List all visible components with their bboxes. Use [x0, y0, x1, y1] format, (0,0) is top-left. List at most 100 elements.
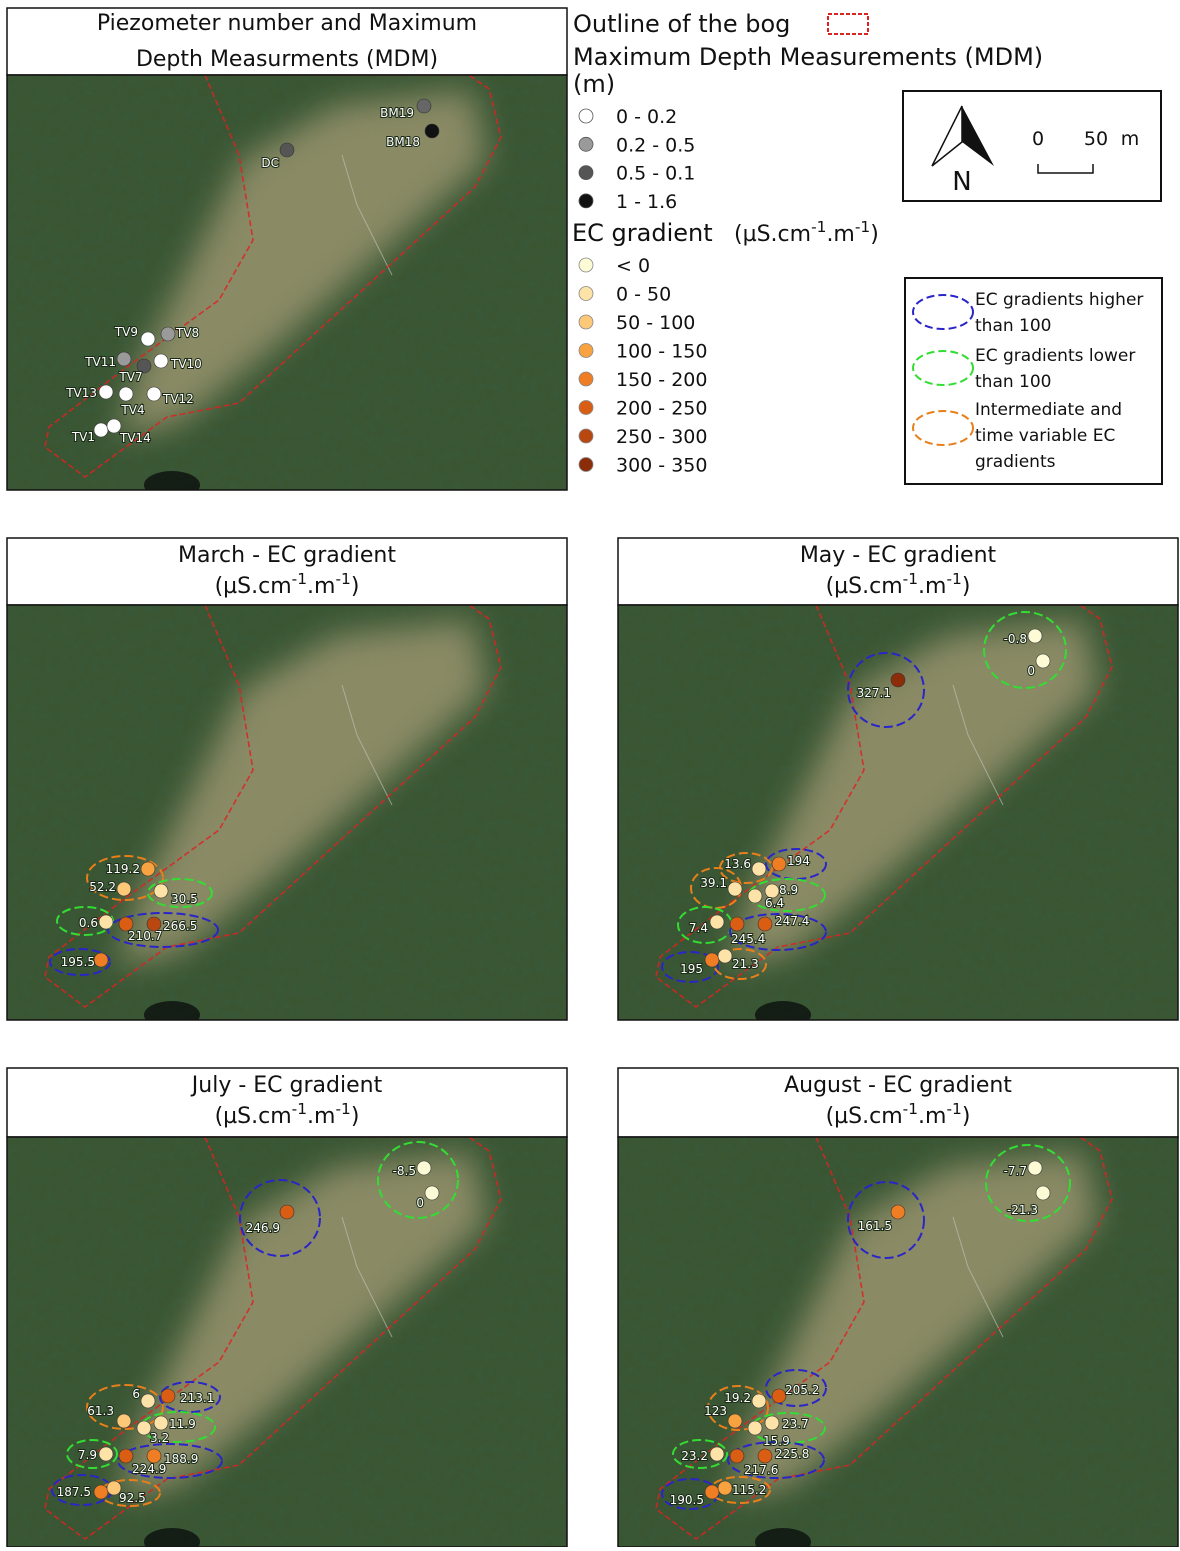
ec-point — [98, 914, 114, 930]
point-label: 224.9 — [132, 1462, 166, 1476]
scale-label: 0 — [1032, 128, 1044, 150]
point-label: 23.7 — [782, 1417, 809, 1431]
superscript: -1 — [292, 570, 307, 588]
gradient-group-ellipse — [748, 878, 826, 912]
ellipse-legend-label: Intermediate and — [975, 400, 1122, 420]
track — [341, 684, 393, 806]
legend-mdm-symbol — [578, 136, 594, 152]
ec-point — [153, 883, 169, 899]
title-frame — [6, 7, 568, 76]
bog-outline — [655, 605, 1113, 1008]
ec-point — [118, 916, 134, 932]
legend-ec-symbol — [578, 257, 594, 273]
ec-point — [729, 1448, 745, 1464]
point-label: 205.2 — [785, 1383, 819, 1397]
legend-mdm-label: 1 - 1.6 — [616, 191, 677, 213]
point-label: 19.2 — [724, 1391, 751, 1405]
ec-point — [764, 883, 780, 899]
text-part: .m — [826, 222, 854, 247]
piezometer — [98, 384, 114, 400]
gradient-group-ellipse — [847, 1181, 925, 1259]
gradient-group-ellipse — [107, 912, 219, 948]
superscript: -1 — [903, 570, 918, 588]
bog-outline — [44, 75, 502, 478]
legend-ec-label: 250 - 300 — [616, 426, 707, 448]
panel-title: August - EC gradient — [784, 1073, 1012, 1098]
ec-point — [153, 1415, 169, 1431]
point-label: TV11 — [84, 355, 116, 369]
point-label: 245.4 — [731, 932, 765, 946]
point-label: TV12 — [162, 392, 194, 406]
point-label: 123 — [704, 1404, 727, 1418]
point-label: 188.9 — [164, 1452, 198, 1466]
point-label: 6 — [132, 1387, 140, 1401]
piezometer — [140, 331, 156, 347]
legend-mdm-title: (m) — [573, 70, 615, 98]
gradient-group-ellipse — [159, 1381, 221, 1413]
panel-unit: (µS.cm-1.m-1) — [215, 570, 360, 599]
ec-point — [757, 1448, 773, 1464]
point-label: DC — [261, 156, 279, 170]
gradient-group-ellipse — [847, 652, 925, 728]
ec-point — [717, 1480, 733, 1496]
piezometer — [146, 386, 162, 402]
text-part: ) — [870, 222, 879, 247]
gradient-group-ellipse — [117, 1443, 223, 1479]
gradient-group-ellipse — [86, 1384, 164, 1430]
piezometer — [279, 142, 295, 158]
map-frame — [6, 604, 568, 1021]
scale-label: m — [1121, 128, 1140, 150]
ellipse-legend-symbol — [912, 350, 974, 386]
point-label: 225.8 — [775, 1447, 809, 1461]
map-panel: -0.8 0 327.1 13.6 194 39.1 8.96.4 7.4 245.4 247.4… — [618, 605, 1178, 1020]
north-arrow-box: N 0 50 m — [902, 90, 1162, 202]
point-label: 217.6 — [744, 1463, 778, 1477]
point-label: 115.2 — [732, 1483, 766, 1497]
ellipse-legend-label: than 100 — [975, 372, 1051, 392]
ec-point — [116, 1413, 132, 1429]
piezometer — [116, 351, 132, 367]
point-label: -0.8 — [1004, 632, 1027, 646]
legend-ec-symbol — [578, 314, 594, 330]
bog-surface — [728, 620, 1098, 965]
ec-point — [727, 881, 743, 897]
ellipse-legend-label: EC gradients higher — [975, 290, 1143, 310]
gradient-group-ellipse — [377, 1141, 459, 1219]
text-part: ) — [351, 574, 360, 599]
panel-title: Depth Measurments (MDM) — [136, 47, 438, 72]
text-part: .m — [307, 574, 335, 599]
track — [341, 1216, 393, 1338]
piezometer — [424, 123, 440, 139]
gradient-group-ellipse — [983, 611, 1067, 689]
north-letter: N — [952, 167, 971, 197]
text-part: .m — [918, 574, 946, 599]
map-frame — [6, 74, 568, 491]
text-part: (µS.cm — [826, 1104, 903, 1129]
panel-title-box: July - EC gradient(µS.cm-1.m-1) — [6, 1067, 568, 1138]
clearing — [755, 1528, 811, 1547]
ec-point — [890, 1204, 906, 1220]
bog-surface — [117, 90, 487, 435]
ec-point — [771, 856, 787, 872]
bog-surface — [117, 620, 487, 965]
point-label: 195.5 — [61, 955, 95, 969]
legend-mdm-label: 0.2 - 0.5 — [616, 134, 695, 156]
point-label: 246.9 — [246, 1221, 280, 1235]
legend-ec-label: < 0 — [616, 255, 650, 277]
text-part: ) — [962, 574, 971, 599]
ec-point — [771, 1388, 787, 1404]
panel-title: May - EC gradient — [800, 543, 997, 568]
point-label: 187.5 — [57, 1485, 91, 1499]
legend-ec-title: EC gradient — [572, 219, 713, 247]
bog-surface — [728, 1152, 1098, 1497]
legend-mdm-symbol — [578, 108, 594, 124]
superscript: -1 — [946, 570, 961, 588]
ellipse-legend-label: than 100 — [975, 316, 1051, 336]
point-label: TV8 — [175, 326, 199, 340]
ec-point — [1035, 653, 1051, 669]
clearing — [755, 1001, 811, 1020]
piezometer — [106, 418, 122, 434]
text-part: (µS.cm — [734, 222, 811, 247]
point-label: 39.1 — [700, 876, 727, 890]
legend-ec-label: 150 - 200 — [616, 369, 707, 391]
